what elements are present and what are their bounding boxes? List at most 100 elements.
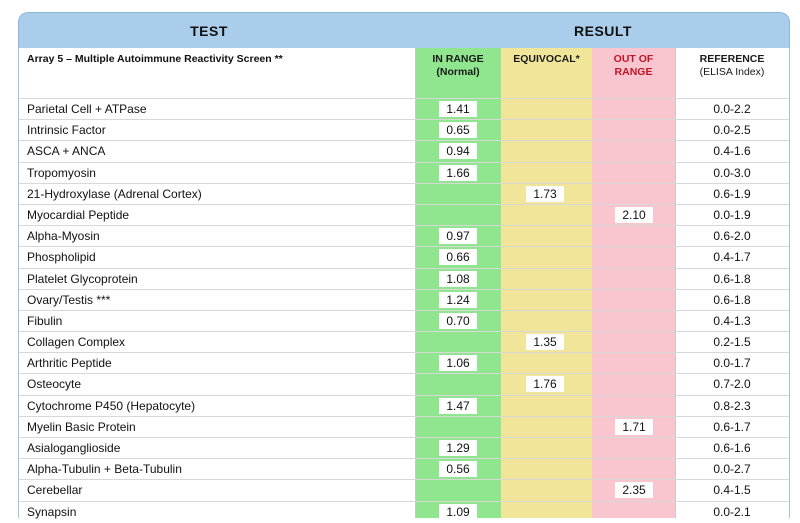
result-value: 1.66 bbox=[439, 164, 477, 181]
test-name: Cerebellar bbox=[27, 483, 83, 498]
table-row: Ovary/Testis *** 1.24 0.6-1.8 bbox=[19, 288, 789, 310]
result-value: 1.08 bbox=[439, 270, 477, 287]
reference-range: 0.4-1.5 bbox=[713, 483, 751, 498]
table-row: Myelin Basic Protein 1.71 0.6-1.7 bbox=[19, 415, 789, 437]
result-rows: Parietal Cell + ATPase 1.41 0.0-2.2 Intrins… bbox=[19, 98, 789, 522]
table-row: Arthritic Peptide 1.06 0.0-1.7 bbox=[19, 352, 789, 373]
table-row: 21-Hydroxylase (Adrenal Cortex) 1.73 0.6-1… bbox=[19, 182, 789, 204]
reference-range: 0.4-1.7 bbox=[713, 250, 751, 265]
reference-range: 0.6-1.8 bbox=[713, 292, 751, 307]
result-value: 0.66 bbox=[439, 249, 477, 266]
table-row: Alpha-Tubulin + Beta-Tubulin 0.56 0.0-2.7 bbox=[19, 458, 789, 479]
test-name: 21-Hydroxylase (Adrenal Cortex) bbox=[27, 186, 202, 201]
result-value: 0.56 bbox=[439, 461, 477, 478]
reference-heading-line1: REFERENCE bbox=[699, 53, 765, 65]
reference-range: 0.6-1.6 bbox=[713, 441, 751, 455]
result-value: 1.09 bbox=[439, 503, 477, 520]
out-of-range-band bbox=[592, 48, 675, 518]
table-row: Tropomyosin 1.66 0.0-3.0 bbox=[19, 161, 789, 183]
test-name: Parietal Cell + ATPase bbox=[27, 102, 147, 116]
table-row: Alpha-Myosin 0.97 0.6-2.0 bbox=[19, 225, 789, 246]
reference-heading-line2: (ELISA Index) bbox=[699, 65, 765, 78]
reference-range: 0.2-1.5 bbox=[713, 335, 751, 350]
reference-range: 0.0-1.7 bbox=[713, 356, 751, 371]
table-header: TEST RESULT bbox=[18, 12, 790, 48]
reference-range: 0.0-2.2 bbox=[713, 102, 751, 116]
equivocal-heading-text: EQUIVOCAL* bbox=[513, 53, 580, 65]
result-value: 0.65 bbox=[439, 122, 477, 139]
reference-range: 0.4-1.6 bbox=[713, 144, 751, 159]
test-name: Intrinsic Factor bbox=[27, 123, 106, 138]
reference-range: 0.0-1.9 bbox=[713, 207, 751, 222]
result-value: 1.71 bbox=[615, 418, 653, 435]
in-range-heading-line2: (Normal) bbox=[436, 65, 480, 78]
table-row: Myocardial Peptide 2.10 0.0-1.9 bbox=[19, 203, 789, 225]
reference-range: 0.6-1.7 bbox=[713, 419, 751, 434]
reference-range: 0.0-3.0 bbox=[713, 165, 751, 180]
column-subheader: Array 5 – Multiple Autoimmune Reactivity… bbox=[19, 48, 789, 98]
test-name: Alpha-Myosin bbox=[27, 229, 100, 244]
results-sheet: TEST RESULT Array 5 – Multiple Autoimmun… bbox=[18, 12, 790, 520]
test-name: Collagen Complex bbox=[27, 335, 126, 350]
result-value: 1.47 bbox=[439, 397, 477, 414]
reference-range: 0.0-2.1 bbox=[713, 504, 751, 519]
reference-range: 0.6-2.0 bbox=[713, 229, 751, 244]
result-value: 2.35 bbox=[615, 482, 653, 499]
table-row: Collagen Complex 1.35 0.2-1.5 bbox=[19, 331, 789, 352]
test-name: Myocardial Peptide bbox=[27, 207, 130, 222]
reference-range: 0.0-2.7 bbox=[713, 462, 751, 477]
out-of-range-heading-line1: OUT OF bbox=[613, 53, 654, 65]
test-name: Phospholipid bbox=[27, 250, 96, 265]
result-value: 1.35 bbox=[526, 334, 564, 351]
table-row: Fibulin 0.70 0.4-1.3 bbox=[19, 309, 789, 331]
reference-range: 0.7-2.0 bbox=[713, 377, 751, 392]
test-name: Tropomyosin bbox=[27, 165, 96, 180]
table-row: ASCA + ANCA 0.94 0.4-1.6 bbox=[19, 140, 789, 161]
result-value: 0.94 bbox=[439, 143, 477, 160]
reference-range: 0.6-1.8 bbox=[713, 271, 751, 286]
table-row: Platelet Glycoprotein 1.08 0.6-1.8 bbox=[19, 267, 789, 289]
result-value: 0.97 bbox=[439, 228, 477, 245]
test-name: Fibulin bbox=[27, 313, 63, 328]
test-name: Cytochrome P450 (Hepatocyte) bbox=[27, 398, 196, 413]
column-divider bbox=[415, 48, 416, 518]
table-row: Parietal Cell + ATPase 1.41 0.0-2.2 bbox=[19, 98, 789, 119]
reference-range: 0.8-2.3 bbox=[713, 398, 751, 413]
result-column-heading: RESULT bbox=[574, 23, 632, 39]
out-of-range-heading-line2: RANGE bbox=[614, 65, 653, 78]
table-row: Asialoganglioside 1.29 0.6-1.6 bbox=[19, 437, 789, 458]
test-name: Platelet Glycoprotein bbox=[27, 271, 138, 286]
in-range-heading: IN RANGE (Normal) bbox=[415, 53, 501, 78]
out-of-range-heading: OUT OF RANGE bbox=[592, 53, 675, 78]
result-value: 1.06 bbox=[439, 355, 477, 372]
test-name: Alpha-Tubulin + Beta-Tubulin bbox=[27, 462, 182, 477]
result-value: 2.10 bbox=[615, 206, 653, 223]
test-name: Ovary/Testis *** bbox=[27, 292, 111, 307]
array-title: Array 5 – Multiple Autoimmune Reactivity… bbox=[27, 53, 283, 65]
reference-range: 0.6-1.9 bbox=[713, 186, 751, 201]
reference-range: 0.4-1.3 bbox=[713, 313, 751, 328]
test-column-heading: TEST bbox=[190, 23, 228, 39]
table-row: Synapsin 1.09 0.0-2.1 bbox=[19, 500, 789, 522]
table-row: Osteocyte 1.76 0.7-2.0 bbox=[19, 373, 789, 394]
column-divider bbox=[675, 48, 676, 518]
reference-range: 0.0-2.5 bbox=[713, 123, 751, 138]
table-row: Intrinsic Factor 0.65 0.0-2.5 bbox=[19, 119, 789, 140]
test-name: Synapsin bbox=[27, 504, 77, 519]
table-row: Cerebellar 2.35 0.4-1.5 bbox=[19, 479, 789, 500]
result-value: 0.70 bbox=[439, 312, 477, 329]
table-row: Cytochrome P450 (Hepatocyte) 1.47 0.8-2.3 bbox=[19, 394, 789, 416]
result-value: 1.29 bbox=[439, 440, 477, 456]
result-value: 1.73 bbox=[526, 185, 564, 202]
result-value: 1.41 bbox=[439, 101, 477, 117]
test-name: Arthritic Peptide bbox=[27, 356, 112, 371]
in-range-heading-line1: IN RANGE bbox=[432, 53, 484, 65]
reference-heading: REFERENCE (ELISA Index) bbox=[675, 53, 789, 78]
test-name: ASCA + ANCA bbox=[27, 144, 106, 159]
results-grid: Array 5 – Multiple Autoimmune Reactivity… bbox=[18, 48, 790, 520]
test-name: Osteocyte bbox=[27, 377, 82, 392]
test-name: Myelin Basic Protein bbox=[27, 419, 136, 434]
equivocal-heading: EQUIVOCAL* bbox=[501, 53, 592, 66]
equivocal-band bbox=[501, 48, 592, 518]
test-name: Asialoganglioside bbox=[27, 441, 121, 455]
